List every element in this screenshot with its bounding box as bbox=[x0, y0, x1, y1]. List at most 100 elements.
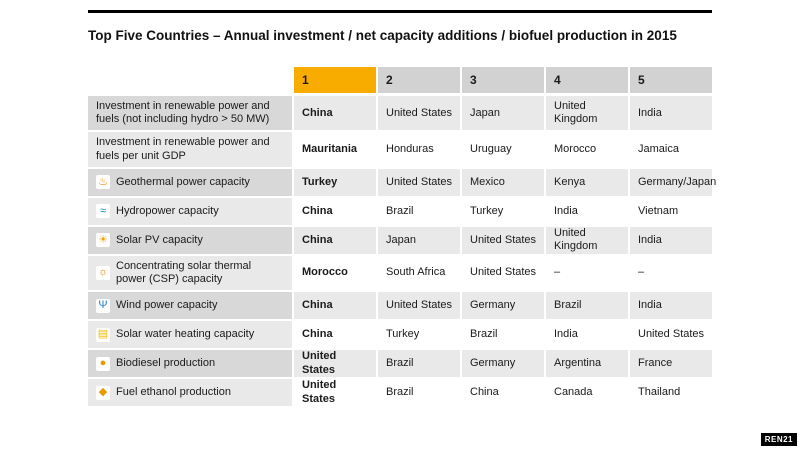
rank-4-value: Kenya bbox=[544, 168, 628, 196]
row-label: Wind power capacity bbox=[116, 299, 218, 312]
rank-4-value: Morocco bbox=[544, 132, 628, 167]
row-label-cell: ☼ Concentrating solar thermal power (CSP… bbox=[88, 255, 292, 291]
row-label-cell: ● Biodiesel production bbox=[88, 350, 292, 378]
table-row: ☀ Solar PV capacity China Japan United S… bbox=[88, 226, 712, 254]
solar-water-heating-icon: ▤ bbox=[96, 327, 110, 342]
rank-3-value: United States bbox=[460, 226, 544, 254]
row-label: Geothermal power capacity bbox=[116, 175, 250, 188]
row-label-cell: Investment in renewable power and fuels … bbox=[88, 132, 292, 167]
rank-2-value: Brazil bbox=[376, 197, 460, 225]
table-row: Ψ Wind power capacity China United State… bbox=[88, 292, 712, 320]
rank-2-value: United States bbox=[376, 292, 460, 320]
row-label: Fuel ethanol production bbox=[116, 386, 231, 399]
csp-icon: ☼ bbox=[96, 265, 110, 280]
header-rank-1: 1 bbox=[292, 67, 376, 93]
rank-3-value: Japan bbox=[460, 96, 544, 131]
rank-3-value: Germany bbox=[460, 350, 544, 378]
rank-5-value: India bbox=[628, 226, 712, 254]
rank-2-value: Turkey bbox=[376, 321, 460, 349]
table-header: 1 2 3 4 5 bbox=[88, 67, 712, 93]
rank-2-value: South Africa bbox=[376, 255, 460, 291]
header-rank-3: 3 bbox=[460, 67, 544, 93]
hydropower-icon: ≈ bbox=[96, 204, 110, 219]
top-rule bbox=[88, 10, 712, 13]
rank-5-value: Germany/Japan bbox=[628, 168, 716, 196]
table-row: ≈ Hydropower capacity China Brazil Turke… bbox=[88, 197, 712, 225]
row-label: Investment in renewable power and fuels … bbox=[96, 136, 270, 162]
rank-3-value: Turkey bbox=[460, 197, 544, 225]
table-row: ♨ Geothermal power capacity Turkey Unite… bbox=[88, 168, 716, 196]
table-row: ● Biodiesel production United States Bra… bbox=[88, 350, 712, 378]
rank-3-value: Germany bbox=[460, 292, 544, 320]
row-label: Biodiesel production bbox=[116, 357, 216, 370]
row-label-cell: Ψ Wind power capacity bbox=[88, 292, 292, 320]
rank-2-value: United States bbox=[376, 168, 460, 196]
rank-3-value: Brazil bbox=[460, 321, 544, 349]
solar-pv-icon: ☀ bbox=[96, 233, 110, 248]
rank-3-value: Uruguay bbox=[460, 132, 544, 167]
ren21-badge: REN21 bbox=[760, 433, 797, 446]
header-corner-cell bbox=[88, 67, 292, 93]
rank-2-value: Japan bbox=[376, 226, 460, 254]
table-row: Investment in renewable power and fuels … bbox=[88, 96, 712, 131]
rank-5-value: Jamaica bbox=[628, 132, 712, 167]
header-rank-5: 5 bbox=[628, 67, 712, 93]
rank-1-value: Morocco bbox=[292, 255, 376, 291]
rank-5-value: India bbox=[628, 292, 712, 320]
row-label: Hydropower capacity bbox=[116, 204, 219, 217]
rank-3-value: United States bbox=[460, 255, 544, 291]
table-row: ☼ Concentrating solar thermal power (CSP… bbox=[88, 255, 712, 291]
table-row: ▤ Solar water heating capacity China Tur… bbox=[88, 321, 712, 349]
rank-5-value: Thailand bbox=[628, 379, 712, 407]
rank-1-value: China bbox=[292, 197, 376, 225]
rank-2-value: United States bbox=[376, 96, 460, 131]
rank-2-value: Brazil bbox=[376, 350, 460, 378]
table-row: Investment in renewable power and fuels … bbox=[88, 132, 712, 167]
rank-4-value: – bbox=[544, 255, 628, 291]
table-row: ◆ Fuel ethanol production United States … bbox=[88, 379, 712, 407]
rank-4-value: Argentina bbox=[544, 350, 628, 378]
rank-1-value: Turkey bbox=[292, 168, 376, 196]
row-label: Solar water heating capacity bbox=[116, 328, 255, 341]
row-label-cell: Investment in renewable power and fuels … bbox=[88, 96, 292, 131]
row-label: Investment in renewable power and fuels … bbox=[96, 100, 270, 126]
row-label: Concentrating solar thermal power (CSP) … bbox=[116, 259, 252, 285]
rank-3-value: Mexico bbox=[460, 168, 544, 196]
rank-4-value: Canada bbox=[544, 379, 628, 407]
rank-4-value: United Kingdom bbox=[544, 96, 628, 131]
biodiesel-icon: ● bbox=[96, 356, 110, 371]
rank-5-value: – bbox=[628, 255, 712, 291]
row-label-cell: ◆ Fuel ethanol production bbox=[88, 379, 292, 407]
rank-1-value: China bbox=[292, 321, 376, 349]
rank-4-value: United Kingdom bbox=[544, 226, 628, 254]
row-label-cell: ▤ Solar water heating capacity bbox=[88, 321, 292, 349]
rank-2-value: Brazil bbox=[376, 379, 460, 407]
content-area: Top Five Countries – Annual investment /… bbox=[88, 10, 716, 408]
geothermal-icon: ♨ bbox=[96, 175, 110, 190]
ranking-table: 1 2 3 4 5 Investment in renewable power … bbox=[88, 67, 716, 407]
wind-icon: Ψ bbox=[96, 298, 110, 313]
page-title: Top Five Countries – Annual investment /… bbox=[88, 28, 677, 43]
row-label-cell: ♨ Geothermal power capacity bbox=[88, 168, 292, 196]
rank-5-value: United States bbox=[628, 321, 712, 349]
rank-3-value: China bbox=[460, 379, 544, 407]
rank-1-value: United States bbox=[292, 350, 376, 378]
row-label-cell: ≈ Hydropower capacity bbox=[88, 197, 292, 225]
header-rank-4: 4 bbox=[544, 67, 628, 93]
row-label-cell: ☀ Solar PV capacity bbox=[88, 226, 292, 254]
row-label: Solar PV capacity bbox=[116, 233, 203, 246]
fuel-ethanol-icon: ◆ bbox=[96, 385, 110, 400]
rank-1-value: China bbox=[292, 292, 376, 320]
rank-1-value: China bbox=[292, 226, 376, 254]
rank-4-value: Brazil bbox=[544, 292, 628, 320]
rank-5-value: India bbox=[628, 96, 712, 131]
rank-4-value: India bbox=[544, 197, 628, 225]
rank-1-value: China bbox=[292, 96, 376, 131]
rank-2-value: Honduras bbox=[376, 132, 460, 167]
rank-1-value: Mauritania bbox=[292, 132, 376, 167]
rank-5-value: France bbox=[628, 350, 712, 378]
rank-1-value: United States bbox=[292, 379, 376, 407]
rank-4-value: India bbox=[544, 321, 628, 349]
rank-5-value: Vietnam bbox=[628, 197, 712, 225]
